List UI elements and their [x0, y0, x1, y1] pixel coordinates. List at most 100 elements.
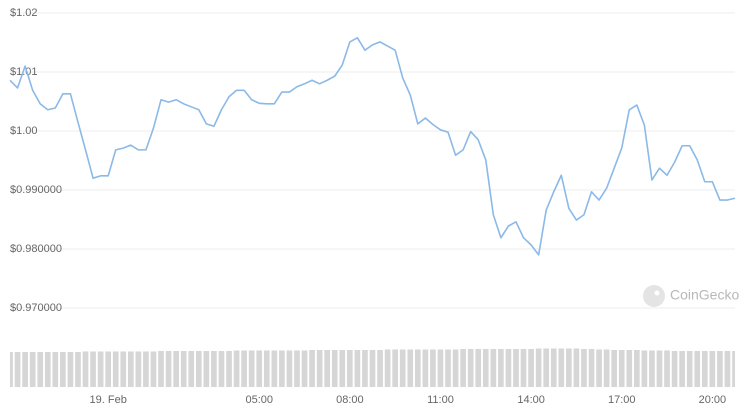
volume-bar	[362, 350, 368, 387]
volume-bar	[248, 350, 255, 387]
volume-bar	[105, 351, 112, 387]
volume-bar	[294, 350, 300, 387]
volume-bar	[331, 350, 338, 387]
volume-bar	[656, 350, 663, 387]
volume-bar	[211, 351, 217, 387]
volume-bar	[513, 349, 519, 387]
volume-bar	[286, 350, 293, 387]
volume-bar	[422, 349, 429, 387]
volume-bar	[279, 350, 285, 387]
volume-bar	[445, 349, 451, 387]
volume-bar	[75, 352, 81, 387]
volume-bar	[724, 351, 731, 387]
volume-bar	[407, 349, 414, 387]
volume-bar	[596, 349, 602, 387]
volume-bar	[44, 352, 51, 387]
volume-bar	[339, 350, 346, 387]
x-tick-label: 17:00	[608, 394, 636, 406]
volume-bar	[588, 349, 595, 387]
volume-bar	[271, 350, 278, 387]
volume-bar	[324, 350, 331, 387]
volume-bar	[482, 349, 489, 387]
volume-bar	[498, 349, 504, 387]
volume-bar	[377, 350, 383, 387]
price-line	[9, 36, 736, 256]
y-tick-label: $1.02	[10, 7, 38, 19]
volume-bar	[694, 351, 701, 387]
volume-bar	[316, 350, 323, 387]
volume-bar	[256, 350, 263, 387]
volume-bar	[581, 349, 587, 387]
volume-bar	[128, 351, 134, 387]
volume-bar	[112, 351, 119, 387]
volume-bar	[686, 351, 693, 387]
volume-bar	[195, 351, 202, 387]
volume-bar	[180, 351, 187, 387]
volume-bar	[263, 350, 270, 387]
volume-bar	[233, 350, 240, 387]
volume-bar	[10, 352, 13, 387]
volume-bar	[664, 350, 670, 387]
volume-bar	[520, 349, 527, 387]
volume-bar	[37, 352, 44, 387]
volume-bar	[347, 350, 353, 387]
volume-bar	[392, 349, 398, 387]
volume-bar	[82, 351, 89, 387]
x-tick-label: 14:00	[517, 394, 545, 406]
x-tick-label: 11:00	[427, 394, 454, 406]
y-tick-label: $0.990000	[10, 184, 62, 196]
volume-bar	[67, 352, 74, 387]
volume-bar	[505, 349, 512, 387]
volume-bar	[679, 351, 685, 387]
volume-bar	[550, 348, 557, 387]
y-tick-label: $0.980000	[10, 243, 62, 255]
volume-bar	[158, 351, 164, 387]
volume-bar	[354, 350, 361, 387]
volume-bar	[460, 349, 466, 387]
x-tick-label: 19. Feb	[90, 394, 127, 406]
volume-bar	[218, 351, 225, 387]
volume-bar	[641, 350, 648, 387]
volume-bar	[566, 348, 572, 387]
volume-bar	[626, 350, 633, 387]
volume-bar	[241, 350, 247, 387]
volume-bar	[475, 349, 482, 387]
volume-bar	[633, 350, 640, 387]
volume-bar	[649, 350, 655, 387]
volume-bar	[467, 349, 474, 387]
volume-bar	[301, 350, 308, 387]
volume-bar	[14, 352, 21, 387]
volume-bar	[558, 348, 565, 387]
volume-bar	[732, 351, 735, 387]
volume-bar	[120, 351, 127, 387]
watermark-logo	[643, 285, 665, 307]
volume-bar	[535, 348, 542, 387]
volume-bar	[29, 352, 36, 387]
volume-bar	[22, 352, 28, 387]
volume-bar	[150, 351, 157, 387]
volume-bar	[573, 348, 580, 387]
volume-bar	[452, 349, 459, 387]
volume-bar	[97, 351, 104, 387]
volume-bar	[671, 351, 678, 387]
volume-bar	[618, 350, 625, 387]
volume-bar	[603, 349, 610, 387]
volume-bar	[135, 351, 142, 387]
volume-bar	[52, 352, 59, 387]
volume-bar	[490, 349, 497, 387]
volume-bar	[701, 351, 708, 387]
volume-bar	[611, 350, 617, 387]
volume-bar	[309, 350, 315, 387]
volume-bar	[717, 351, 723, 387]
volume-bar	[528, 349, 534, 387]
y-tick-label: $1.00	[10, 125, 38, 137]
watermark-text: CoinGecko	[670, 287, 739, 303]
watermark-logo-eye	[654, 290, 660, 296]
volume-bar	[226, 351, 232, 387]
y-tick-label: $0.970000	[10, 302, 62, 314]
volume-bar	[709, 351, 716, 387]
volume-bar	[384, 349, 391, 387]
x-tick-label: 08:00	[336, 394, 364, 406]
